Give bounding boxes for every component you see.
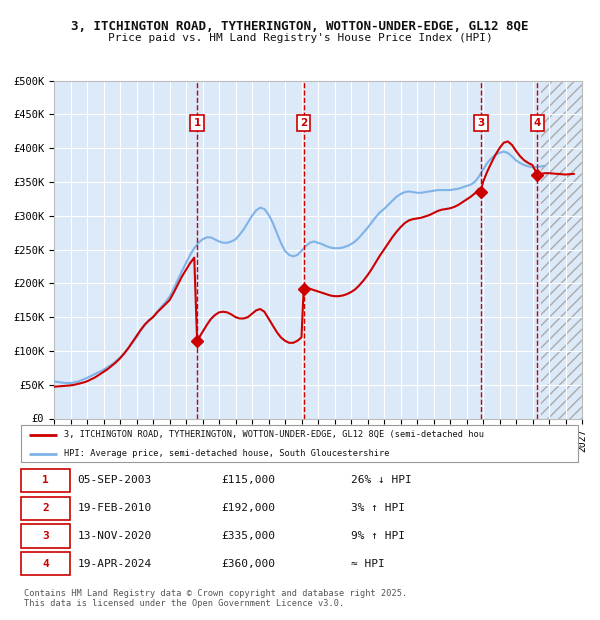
Text: ≈ HPI: ≈ HPI [351,559,385,569]
Text: 4: 4 [42,559,49,569]
FancyBboxPatch shape [21,425,578,462]
Text: £360,000: £360,000 [221,559,275,569]
Text: 26% ↓ HPI: 26% ↓ HPI [351,476,412,485]
Text: 4: 4 [534,118,541,128]
Text: Price paid vs. HM Land Registry's House Price Index (HPI): Price paid vs. HM Land Registry's House … [107,33,493,43]
Text: 13-NOV-2020: 13-NOV-2020 [77,531,151,541]
FancyBboxPatch shape [21,497,70,520]
Text: 3% ↑ HPI: 3% ↑ HPI [351,503,405,513]
Bar [541,81,582,419]
Text: £115,000: £115,000 [221,476,275,485]
FancyBboxPatch shape [21,525,70,547]
Text: 19-APR-2024: 19-APR-2024 [77,559,151,569]
Text: 3: 3 [477,118,484,128]
Text: 3, ITCHINGTON ROAD, TYTHERINGTON, WOTTON-UNDER-EDGE, GL12 8QE: 3, ITCHINGTON ROAD, TYTHERINGTON, WOTTON… [71,20,529,33]
Text: 1: 1 [42,476,49,485]
Text: 3: 3 [42,531,49,541]
Text: 2: 2 [300,118,307,128]
Text: 05-SEP-2003: 05-SEP-2003 [77,476,151,485]
Text: HPI: Average price, semi-detached house, South Gloucestershire: HPI: Average price, semi-detached house,… [64,449,390,458]
Text: £192,000: £192,000 [221,503,275,513]
Text: 3, ITCHINGTON ROAD, TYTHERINGTON, WOTTON-UNDER-EDGE, GL12 8QE (semi-detached hou: 3, ITCHINGTON ROAD, TYTHERINGTON, WOTTON… [64,430,484,439]
Text: 1: 1 [193,118,201,128]
FancyBboxPatch shape [21,552,70,575]
FancyBboxPatch shape [21,469,70,492]
Text: 9% ↑ HPI: 9% ↑ HPI [351,531,405,541]
Text: 2: 2 [42,503,49,513]
Text: Contains HM Land Registry data © Crown copyright and database right 2025.
This d: Contains HM Land Registry data © Crown c… [24,589,407,608]
Text: £335,000: £335,000 [221,531,275,541]
Text: 19-FEB-2010: 19-FEB-2010 [77,503,151,513]
